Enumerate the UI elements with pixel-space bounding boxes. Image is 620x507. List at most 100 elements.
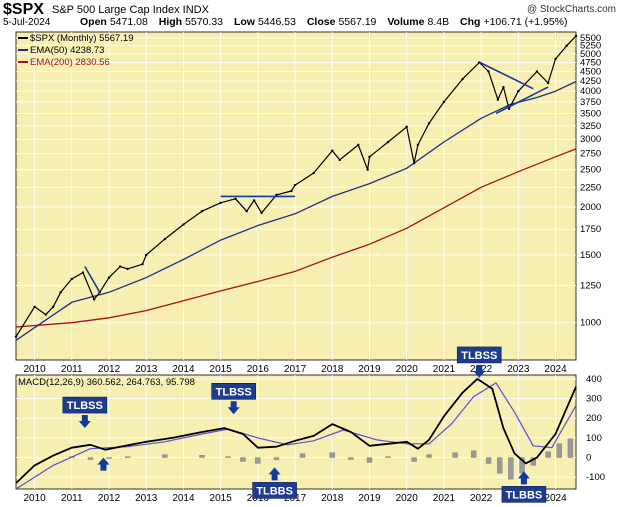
- annotation-label-box: [501, 486, 547, 503]
- x-tick-label-macd: 2015: [210, 493, 233, 504]
- price-tick-label: 4250: [580, 76, 601, 87]
- macd-hist-bar: [299, 453, 306, 458]
- price-point: [338, 158, 341, 162]
- price-point: [252, 199, 256, 202]
- price-tick-label: 2500: [580, 165, 601, 176]
- macd-tick-label: 300: [586, 394, 602, 405]
- high-label: High: [158, 16, 183, 28]
- price-point: [312, 171, 315, 175]
- price-point: [565, 44, 568, 47]
- macd-axis: 400 300 200 100 0 -100: [586, 374, 605, 483]
- price-point: [70, 277, 74, 281]
- price-point: [416, 143, 420, 147]
- chg-value: +106.71 (+1.95%): [483, 16, 568, 28]
- index-name: S&P 500 Large Cap Index INDX: [52, 4, 209, 16]
- price-point: [442, 100, 446, 104]
- price-tick-label: 3250: [580, 121, 601, 132]
- chart-header: $SPX S&P 500 Large Cap Index INDX @ Stoc…: [0, 0, 620, 32]
- macd-hist-bar: [385, 456, 391, 458]
- legend-ema50: EMA(50) 4238.73: [18, 45, 134, 57]
- annotation-label-box: [62, 396, 108, 414]
- price-point: [81, 271, 85, 274]
- x-tick-label-macd: 2024: [544, 493, 567, 504]
- price-tick-label: 5000: [580, 49, 601, 60]
- macd-hist-bar: [366, 457, 373, 463]
- price-point: [182, 223, 185, 226]
- ema200-line: [15, 148, 577, 328]
- chg-label: Chg: [460, 16, 481, 28]
- price-tick-label: 3750: [580, 97, 601, 108]
- price-point: [126, 267, 129, 271]
- macd-hist-bar: [519, 457, 525, 474]
- low-value: 5446.53: [257, 16, 296, 28]
- volume-value: 8.4B: [427, 16, 450, 28]
- watermark: @ StockCharts.com: [526, 4, 616, 15]
- price-point: [427, 122, 431, 125]
- price-tick-label: 3000: [580, 134, 601, 145]
- macd-hist-bar: [497, 457, 503, 474]
- price-tick-label: 2250: [580, 182, 601, 193]
- price-tick-label: 4750: [580, 57, 601, 68]
- x-tick-label-macd: 2022: [470, 493, 493, 504]
- annotation-arrow-up: [268, 467, 281, 481]
- price-point: [502, 85, 505, 89]
- price-point: [366, 168, 369, 171]
- price-point: [405, 125, 408, 129]
- macd-hist-bar: [485, 457, 492, 464]
- price-tick-label: 1750: [580, 224, 601, 235]
- open-label: Open: [80, 16, 107, 28]
- x-tick-label-price: 2023: [507, 364, 530, 375]
- legend-ema200-text: EMA(200) 2830.56: [30, 57, 110, 68]
- price-point: [368, 155, 371, 159]
- price-tick-label: 2000: [580, 202, 601, 213]
- legend-macd-text: MACD(12,26,9) 360.562, 264.763, 95.798: [18, 377, 195, 388]
- trendline: [478, 61, 534, 90]
- x-tick-label-price: 2021: [433, 364, 456, 375]
- annotation-arrow-down: [473, 364, 486, 378]
- price-point: [245, 209, 248, 213]
- x-tick-label-price: 2014: [172, 364, 195, 375]
- legend-price-text: $SPX (Monthly) 5567.19: [30, 33, 134, 44]
- price-point: [52, 305, 55, 309]
- price-point: [461, 77, 464, 81]
- open-value: 5471.08: [109, 16, 148, 28]
- price-point: [496, 98, 500, 101]
- price-tick-label: 3500: [580, 108, 601, 119]
- price-point: [357, 143, 360, 147]
- price-point: [386, 140, 390, 144]
- annotation-label: TLBSS: [216, 386, 252, 398]
- price-point: [574, 34, 578, 38]
- macd-hist-bar: [162, 454, 168, 458]
- quote-date: 5-Jul-2024: [3, 17, 51, 28]
- x-tick-label-macd: 2014: [172, 493, 195, 504]
- price-point: [141, 262, 144, 266]
- macd-hist-bar: [426, 454, 432, 458]
- legend-swatch-price: [18, 37, 28, 40]
- price-tick-label: 5250: [580, 41, 601, 52]
- x-tick-label-price: 2018: [321, 364, 344, 375]
- macd-hist-bar: [240, 457, 246, 462]
- trendline: [495, 86, 549, 115]
- price-point: [107, 276, 111, 279]
- close-label: Close: [306, 16, 336, 28]
- annotation-label: TLBSS: [67, 400, 103, 412]
- x-axis-price: 2010 2011 2012 2013 2014 2015 2016 2017 2018 2019…: [23, 364, 567, 375]
- macd-tick-label: 100: [586, 433, 602, 444]
- annotation-label-box: [252, 482, 297, 499]
- macd-tick-label: 0: [586, 453, 591, 464]
- macd-hist-bar: [329, 452, 335, 458]
- x-tick-label-price: 2015: [210, 364, 233, 375]
- x-tick-label-macd: 2013: [135, 493, 158, 504]
- price-point: [33, 305, 36, 309]
- price-tick-label: 1500: [580, 250, 601, 261]
- macd-hist-bar: [87, 457, 94, 460]
- macd-hist-bar: [508, 457, 514, 480]
- price-point: [517, 89, 520, 93]
- price-point: [118, 265, 122, 268]
- macd-hist-bar: [225, 456, 231, 458]
- price-tick-label: 1250: [580, 280, 601, 291]
- x-tick-label-macd: 2018: [321, 493, 344, 504]
- price-point: [219, 201, 222, 205]
- price-point: [200, 209, 204, 213]
